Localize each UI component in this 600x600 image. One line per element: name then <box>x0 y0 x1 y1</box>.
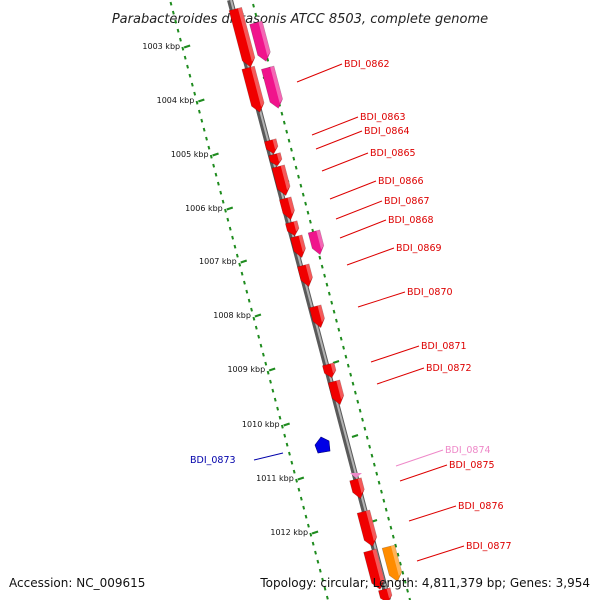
gene-label[interactable]: BDI_0876 <box>458 501 504 512</box>
tick-label: 1005 kbp <box>171 150 209 159</box>
gene-label[interactable]: BDI_0865 <box>370 148 416 159</box>
gene-leader-line <box>311 116 359 136</box>
gene-leader-line <box>339 219 387 239</box>
gene-leader-line <box>357 291 406 308</box>
tick-label: 1006 kbp <box>185 204 223 213</box>
tick-label: 1012 kbp <box>270 528 308 537</box>
gene-arrow[interactable] <box>228 6 257 68</box>
tick-label: 1011 kbp <box>256 474 294 483</box>
gene-arrow-bdi-0873[interactable] <box>314 436 331 454</box>
gene-arrow[interactable] <box>264 138 279 156</box>
gene-arrow[interactable] <box>268 152 284 168</box>
gene-arrow[interactable] <box>279 196 296 221</box>
gene-arrow[interactable] <box>271 164 292 197</box>
gene-label[interactable]: BDI_0871 <box>421 341 467 352</box>
accession-text: Accession: NC_009615 <box>9 576 146 590</box>
gene-label[interactable]: BDI_0870 <box>407 287 453 298</box>
labels-layer: BDI_0862 BDI_0863 BDI_0864 BDI_0865 BDI_0866… <box>190 59 512 562</box>
gene-label[interactable]: BDI_0868 <box>388 215 434 226</box>
tick-label: 1008 kbp <box>213 311 251 320</box>
gene-arrow[interactable] <box>322 362 337 380</box>
gene-arrow[interactable] <box>309 304 326 329</box>
genome-summary-text: Topology: circular; Length: 4,811,379 bp… <box>260 576 590 590</box>
gene-leader-line <box>370 345 420 363</box>
gene-label[interactable]: BDI_0877 <box>466 541 512 552</box>
tick-mark <box>197 98 205 103</box>
gene-label[interactable]: BDI_0866 <box>378 176 424 187</box>
gene-arrow[interactable] <box>249 20 273 63</box>
gene-leader-line <box>329 180 377 200</box>
tick-label: 1007 kbp <box>199 257 237 266</box>
gene-leader-line <box>416 545 465 562</box>
tick-mark <box>283 422 290 427</box>
gene-arrow[interactable] <box>356 509 379 548</box>
gene-arrow[interactable] <box>327 379 346 406</box>
gene-arrow[interactable] <box>381 544 404 583</box>
tick-mark <box>212 152 219 157</box>
tick-mark <box>226 206 234 211</box>
tick-label: 1003 kbp <box>142 42 180 51</box>
gene-leader-line <box>335 200 383 220</box>
gene-leader-line <box>253 452 284 461</box>
tick-mark <box>254 313 262 318</box>
gene-arrow[interactable] <box>363 548 387 591</box>
tick-mark <box>183 44 191 49</box>
tick-mark <box>240 259 248 264</box>
gene-label[interactable]: BDI_0874 <box>445 445 491 456</box>
gene-leader-line <box>296 63 343 83</box>
tick-track <box>169 1 329 600</box>
gene-arrow[interactable] <box>349 477 367 500</box>
tick-mark <box>311 530 319 535</box>
gene-leader-line <box>408 505 457 522</box>
gene-label[interactable]: BDI_0864 <box>364 126 410 137</box>
gene-label[interactable]: BDI_0867 <box>384 196 430 207</box>
gene-label[interactable]: BDI_0862 <box>344 59 390 70</box>
gene-arrow[interactable] <box>307 229 326 256</box>
gene-arrow[interactable] <box>297 263 314 288</box>
gene-leader-line <box>399 464 448 482</box>
gene-leader-line <box>395 449 444 467</box>
gene-arrow[interactable] <box>261 65 284 110</box>
gene-label[interactable]: BDI_0875 <box>449 460 495 471</box>
gene-label[interactable]: BDI_0873 <box>190 455 236 466</box>
gene-label[interactable]: BDI_0869 <box>396 243 442 254</box>
tick-mark <box>297 476 305 481</box>
map-title: Parabacteroides distasonis ATCC 8503, co… <box>112 12 488 27</box>
tick-label: 1010 kbp <box>242 420 280 429</box>
gene-arrow[interactable] <box>290 234 307 259</box>
gene-leader-line <box>321 152 369 172</box>
genes-layer <box>228 6 404 600</box>
tick-mark <box>268 367 276 372</box>
gene-arrow[interactable] <box>285 220 300 238</box>
gene-label[interactable]: BDI_0863 <box>360 112 406 123</box>
gene-label[interactable]: BDI_0872 <box>426 363 472 374</box>
tick-label: 1004 kbp <box>157 96 195 105</box>
gene-arrow[interactable] <box>241 65 266 114</box>
gene-arrow-bdi-0874[interactable] <box>350 473 362 478</box>
gene-leader-line <box>346 247 395 266</box>
gene-arrow[interactable] <box>378 587 393 600</box>
gene-leader-line <box>315 130 363 150</box>
ticks-layer: 1003 kbp 1004 kbp 1005 kbp 1006 kbp 1007 kbp… <box>142 42 319 537</box>
gene-leader-line <box>376 367 425 385</box>
tick-label: 1009 kbp <box>227 365 265 374</box>
